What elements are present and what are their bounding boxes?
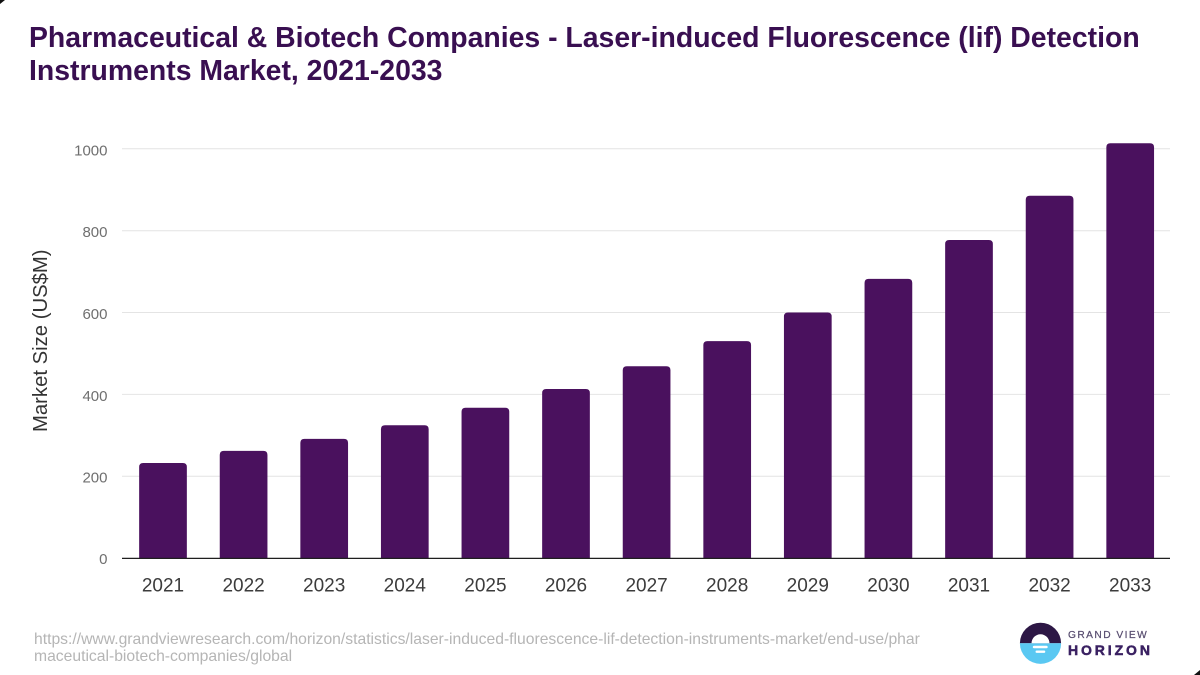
svg-text:2022: 2022 xyxy=(222,575,264,596)
svg-text:2025: 2025 xyxy=(464,575,506,596)
svg-text:GRAND VIEW: GRAND VIEW xyxy=(1068,630,1148,641)
svg-text:2028: 2028 xyxy=(706,575,748,596)
svg-text:0: 0 xyxy=(99,551,107,568)
svg-text:2021: 2021 xyxy=(142,575,184,596)
svg-text:2023: 2023 xyxy=(303,575,345,596)
svg-text:2026: 2026 xyxy=(545,575,587,596)
svg-text:2030: 2030 xyxy=(867,575,909,596)
svg-text:2032: 2032 xyxy=(1028,575,1070,596)
svg-text:400: 400 xyxy=(82,388,107,405)
svg-text:HORIZON: HORIZON xyxy=(1068,642,1153,658)
svg-text:200: 200 xyxy=(82,470,107,487)
svg-text:2029: 2029 xyxy=(787,575,829,596)
svg-text:1000: 1000 xyxy=(74,142,107,159)
svg-text:800: 800 xyxy=(82,224,107,241)
svg-text:2031: 2031 xyxy=(948,575,990,596)
svg-text:600: 600 xyxy=(82,306,107,323)
svg-text:2033: 2033 xyxy=(1109,575,1151,596)
svg-text:2024: 2024 xyxy=(384,575,427,596)
svg-text:2027: 2027 xyxy=(625,575,667,596)
